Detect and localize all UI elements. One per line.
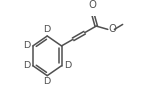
- Text: D: D: [23, 41, 30, 50]
- Text: D: D: [23, 61, 30, 70]
- Text: D: D: [64, 61, 71, 70]
- Text: D: D: [44, 77, 51, 86]
- Text: O: O: [109, 24, 117, 34]
- Text: D: D: [44, 25, 51, 34]
- Text: O: O: [88, 0, 96, 10]
